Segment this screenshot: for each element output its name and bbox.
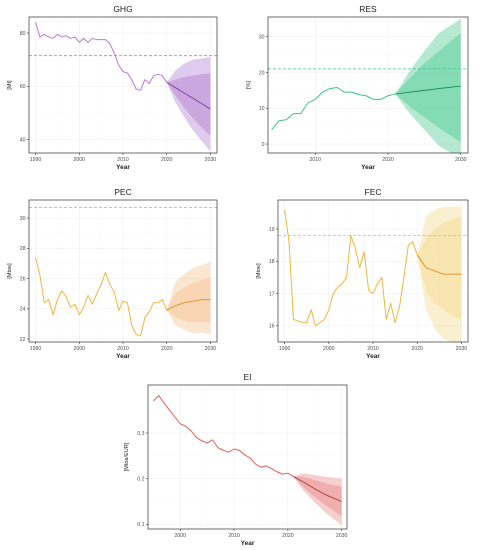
series-history <box>284 209 418 327</box>
y-tick-label: 26 <box>20 276 26 282</box>
x-tick-label: 2010 <box>117 346 129 352</box>
series-forecast <box>166 81 211 110</box>
x-tick-label: 2000 <box>74 157 86 163</box>
y-tick-label: 17 <box>269 291 275 297</box>
y-tick-label: 18 <box>269 259 275 265</box>
x-tick-label: 2010 <box>309 157 321 163</box>
y-axis-title: [Mt] <box>7 80 13 90</box>
panel-ei: 2000 2010 2020 2030 0.1 0.2 0.3 EI Year [Mtoe/EUR… <box>124 372 348 547</box>
plot-area <box>29 22 217 152</box>
y-tick-label: 19 <box>269 227 275 233</box>
x-tick-label: 1990 <box>279 346 291 352</box>
panel-title: GHG <box>113 4 132 14</box>
x-axis-title: Year <box>241 540 255 547</box>
series-history <box>35 257 168 337</box>
y-tick-label: 30 <box>20 216 26 222</box>
plot-area <box>153 395 342 526</box>
x-tick-label: 1990 <box>30 346 42 352</box>
panel-pec: 1990 2000 2010 2020 2030 22 24 26 28 30 PEC Year [Mt… <box>7 187 218 360</box>
panel-title: FEC <box>365 187 382 197</box>
x-tick-label: 2010 <box>367 346 379 352</box>
panel-ghg: 1990 2000 2010 2020 2030 40 60 80 GHG Year [Mt] <box>7 4 218 171</box>
x-tick-label: 2010 <box>228 533 240 539</box>
x-tick-label: 2030 <box>456 346 468 352</box>
x-tick-label: 1990 <box>30 157 42 163</box>
y-tick-label: 20 <box>259 70 265 76</box>
plot-area <box>268 18 468 153</box>
y-tick-label: 0.3 <box>137 431 144 437</box>
y-tick-label: 0.2 <box>137 477 144 483</box>
x-tick-label: 2030 <box>336 533 348 539</box>
x-tick-label: 2000 <box>323 346 335 352</box>
panel-title: RES <box>359 4 377 14</box>
panel-title: EI <box>243 372 251 382</box>
y-tick-label: 80 <box>20 31 26 37</box>
y-tick-label: 30 <box>259 34 265 40</box>
plot-area <box>29 207 217 337</box>
x-tick-label: 2020 <box>161 346 173 352</box>
plot-frame <box>147 384 348 530</box>
y-tick-label: 60 <box>20 84 26 90</box>
y-tick-label: 0.1 <box>137 522 144 528</box>
series-forecast <box>166 299 211 311</box>
x-axis-title: Year <box>361 164 375 171</box>
y-axis-title: [Mtoe] <box>256 263 262 279</box>
x-tick-label: 2000 <box>74 346 86 352</box>
y-axis-title: [Mtoe/EUR] <box>124 442 130 471</box>
panel-fec: 1990 2000 2010 2020 2030 16 17 18 19 FEC Year [Mtoe… <box>256 187 469 360</box>
band-80 <box>293 476 342 517</box>
band-80 <box>395 33 461 143</box>
series-history <box>271 87 396 131</box>
panel-title: PEC <box>114 187 131 197</box>
x-tick-label: 2020 <box>282 533 294 539</box>
y-axis-title: [%] <box>246 81 252 89</box>
x-tick-label: 2000 <box>174 533 186 539</box>
plot-area <box>278 206 468 342</box>
y-tick-label: 10 <box>259 106 265 112</box>
y-tick-label: 24 <box>20 307 26 313</box>
x-axis-title: Year <box>116 353 130 360</box>
x-tick-label: 2020 <box>411 346 423 352</box>
series-forecast <box>395 85 461 95</box>
y-tick-label: 0 <box>262 142 265 148</box>
y-axis-title: [Mtoe] <box>7 263 13 279</box>
x-tick-label: 2020 <box>382 157 394 163</box>
band-80 <box>166 277 211 323</box>
x-tick-label: 2030 <box>205 157 217 163</box>
x-tick-label: 2010 <box>117 157 129 163</box>
plot-frame <box>267 16 469 154</box>
x-axis-title: Year <box>116 164 130 171</box>
series-forecast <box>293 476 342 502</box>
series-forecast <box>416 254 462 275</box>
x-axis-title: Year <box>366 353 380 360</box>
x-tick-label: 2030 <box>455 157 467 163</box>
x-tick-label: 2030 <box>205 346 217 352</box>
x-tick-label: 2020 <box>161 157 173 163</box>
band-80 <box>417 216 462 320</box>
y-tick-label: 28 <box>20 246 26 252</box>
series-history <box>35 22 168 91</box>
y-tick-label: 22 <box>20 337 26 343</box>
y-tick-label: 16 <box>269 324 275 330</box>
series-history <box>153 395 294 477</box>
y-tick-label: 40 <box>20 137 26 143</box>
